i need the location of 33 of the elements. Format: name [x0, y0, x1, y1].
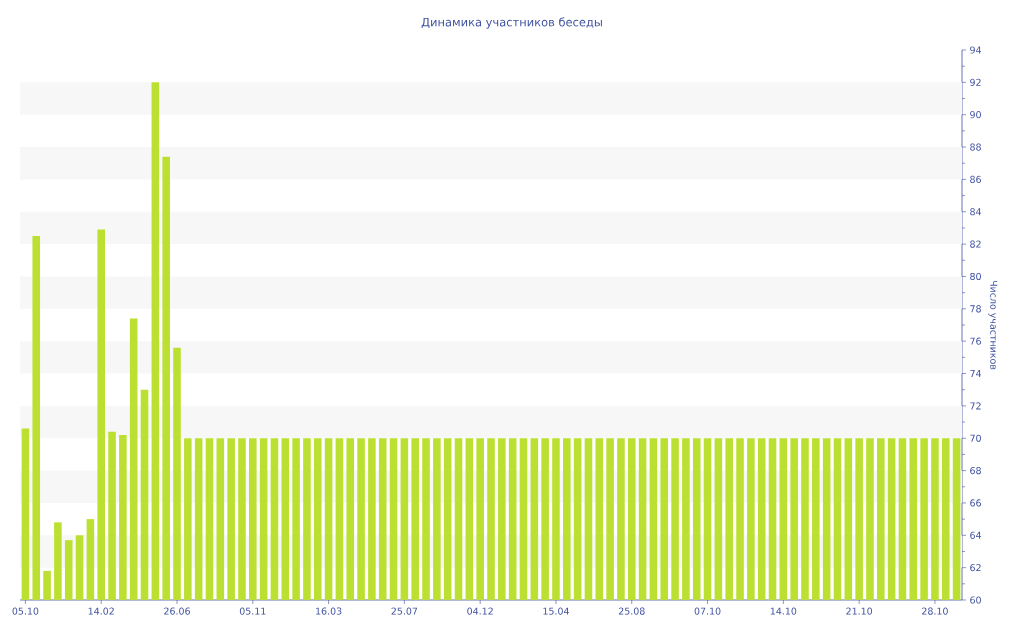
y-tick-label: 82	[970, 240, 981, 248]
y-tick-label: 60	[970, 596, 981, 604]
chart-title: Динамика участников беседы	[421, 17, 602, 29]
y-tick-label: 94	[970, 46, 982, 54]
x-tick-label: 05.11	[239, 607, 266, 615]
x-tick-label: 07.10	[694, 607, 721, 615]
y-tick-label: 74	[970, 370, 982, 377]
y-tick-label: 72	[970, 402, 981, 410]
y-tick-label: 88	[970, 143, 981, 151]
x-tick-label: 14.10	[770, 607, 797, 615]
y-tick-label: 92	[970, 78, 981, 86]
y-tick-label: 70	[970, 434, 981, 442]
x-tick-label: 04.12	[467, 607, 493, 615]
y-axis-title: Число участников	[988, 280, 998, 370]
y-tick-label: 66	[970, 499, 981, 507]
x-tick-label: 28.10	[922, 607, 948, 615]
x-tick-label: 26.06	[164, 607, 190, 615]
y-tick-label: 64	[970, 531, 982, 539]
x-tick-label: 16.03	[316, 607, 342, 615]
x-tick-label: 15.04	[543, 607, 569, 615]
x-tick-label: 25.08	[618, 607, 645, 615]
y-tick-label: 68	[970, 467, 981, 475]
y-tick-label: 78	[970, 305, 981, 313]
x-tick-label: 05.10	[12, 607, 39, 615]
y-tick-label: 84	[970, 208, 982, 216]
y-tick-label: 62	[970, 564, 981, 572]
x-tick-label: 14.02	[88, 607, 114, 615]
x-tick-label: 25.07	[391, 607, 418, 615]
x-tick-label: 21.10	[846, 607, 873, 615]
y-tick-label: 90	[970, 111, 981, 119]
y-tick-label: 86	[970, 175, 981, 183]
y-tick-label: 80	[970, 272, 981, 281]
y-tick-label: 76	[970, 337, 981, 345]
